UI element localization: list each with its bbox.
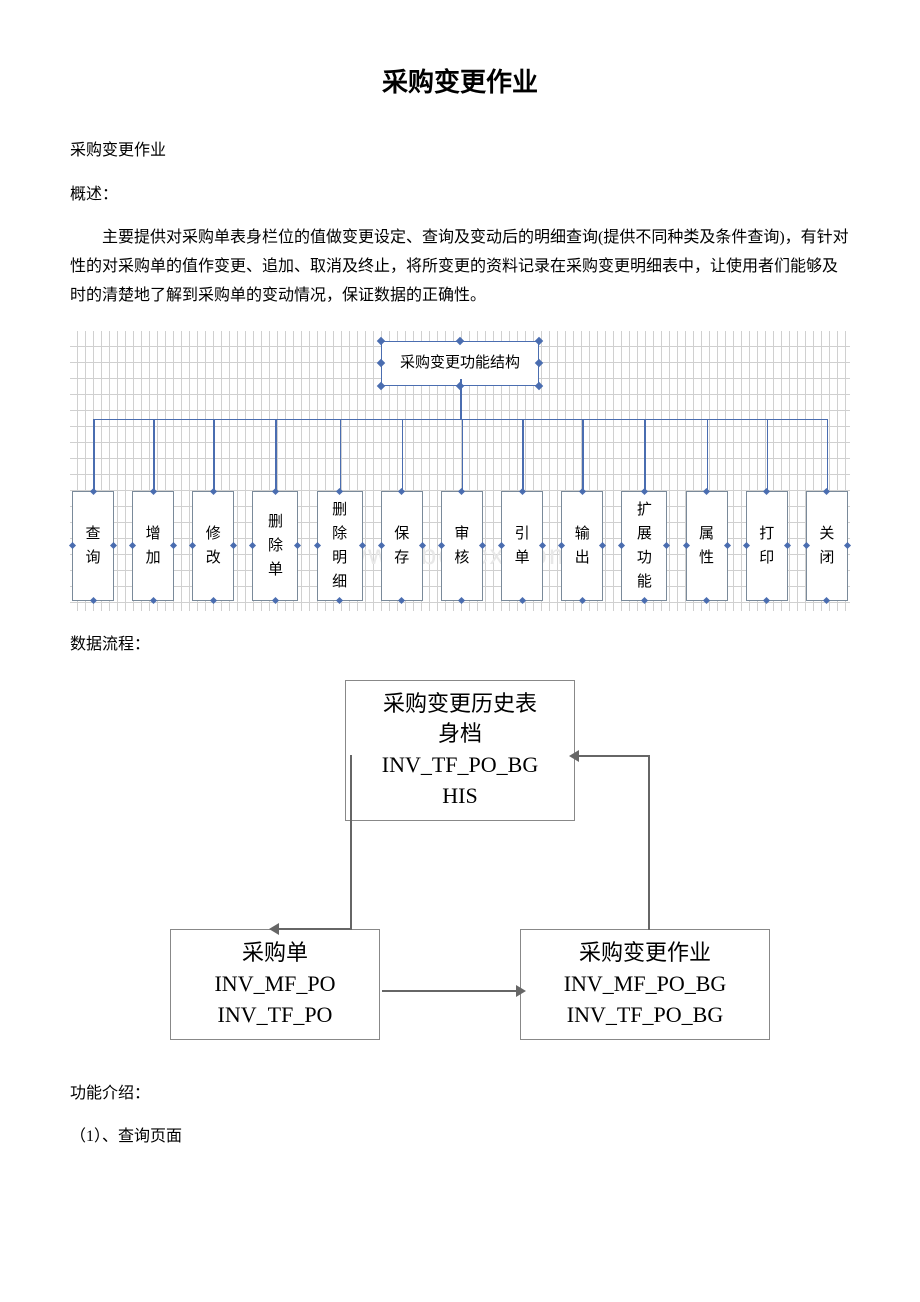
- org-node: 关闭: [806, 491, 848, 601]
- org-node: 输出: [561, 491, 603, 601]
- flow-top-line1: 采购变更历史表: [358, 689, 562, 720]
- org-nodes-row: 查询增加修改删除单删除明细保存审核引单输出扩展功能属性打印关闭: [70, 491, 850, 601]
- org-node: 审核: [441, 491, 483, 601]
- org-node: 删除明细: [317, 491, 363, 601]
- subtitle: 采购变更作业: [70, 137, 850, 166]
- flow-right-line3: INV_TF_PO_BG: [533, 1000, 757, 1031]
- flow-left-line2: INV_MF_PO: [183, 969, 367, 1000]
- flow-right-line1: 采购变更作业: [533, 938, 757, 969]
- org-node: 增加: [132, 491, 174, 601]
- flow-label: 数据流程：: [70, 631, 850, 660]
- flow-top-line4: HIS: [358, 781, 562, 812]
- overview-label: 概述：: [70, 181, 850, 210]
- flow-left-line1: 采购单: [183, 938, 367, 969]
- flow-box-order: 采购单 INV_MF_PO INV_TF_PO: [170, 929, 380, 1039]
- function-label: 功能介绍：: [70, 1080, 850, 1109]
- org-node: 保存: [381, 491, 423, 601]
- overview-text: 主要提供对采购单表身栏位的值做变更设定、查询及变动后的明细查询(提供不同种类及条…: [70, 224, 850, 310]
- org-node: 属性: [686, 491, 728, 601]
- flow-top-line2: 身档: [358, 719, 562, 750]
- org-node: 扩展功能: [621, 491, 667, 601]
- flow-left-line3: INV_TF_PO: [183, 1000, 367, 1031]
- org-node: 查询: [72, 491, 114, 601]
- flow-top-line3: INV_TF_PO_BG: [358, 750, 562, 781]
- org-node: 删除单: [252, 491, 298, 601]
- flow-box-change: 采购变更作业 INV_MF_PO_BG INV_TF_PO_BG: [520, 929, 770, 1039]
- org-chart-diagram: www.bdocx.com 采购变更功能结构 查询增加修改删除单删除明细保存审核…: [70, 331, 850, 611]
- flow-box-history: 采购变更历史表 身档 INV_TF_PO_BG HIS: [345, 680, 575, 821]
- function-item-1: （1）、查询页面: [70, 1123, 850, 1152]
- page-title: 采购变更作业: [70, 60, 850, 107]
- org-node: 打印: [746, 491, 788, 601]
- flow-right-line2: INV_MF_PO_BG: [533, 969, 757, 1000]
- org-node: 修改: [192, 491, 234, 601]
- flow-diagram: 采购变更历史表 身档 INV_TF_PO_BG HIS 采购单 INV_MF_P…: [70, 680, 850, 1060]
- org-node: 引单: [501, 491, 543, 601]
- org-root-label: 采购变更功能结构: [400, 355, 520, 371]
